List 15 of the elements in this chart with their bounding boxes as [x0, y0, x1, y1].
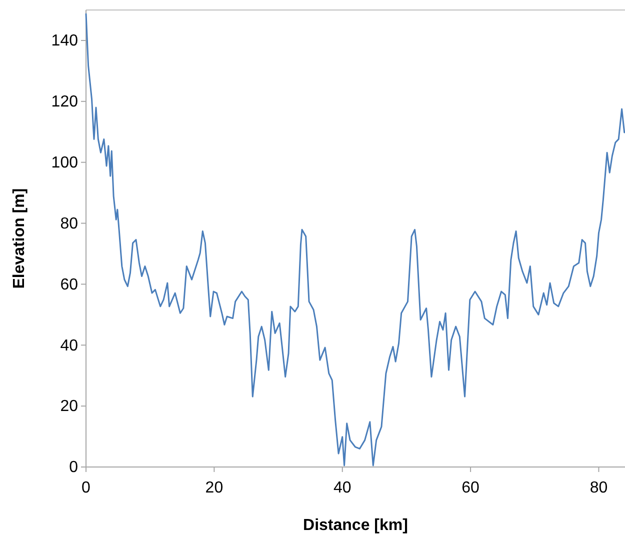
x-axis-title: Distance [km]	[303, 517, 408, 534]
y-tick-label: 140	[51, 32, 78, 50]
x-tick-label: 60	[462, 480, 480, 497]
y-tick-label: 120	[51, 94, 78, 111]
y-tick-label: 20	[60, 398, 78, 416]
y-tick-label: 80	[60, 215, 78, 232]
x-tick-label: 80	[590, 480, 608, 497]
x-tick-label: 20	[205, 480, 224, 497]
x-tick-label: 0	[82, 480, 91, 497]
x-tick-label: 40	[333, 480, 352, 497]
y-tick-label: 40	[60, 337, 78, 354]
y-axis-title: Elevation [m]	[11, 188, 28, 289]
y-tick-label: 0	[69, 459, 78, 476]
y-tick-label: 100	[51, 154, 78, 172]
y-tick-label: 60	[60, 276, 78, 294]
